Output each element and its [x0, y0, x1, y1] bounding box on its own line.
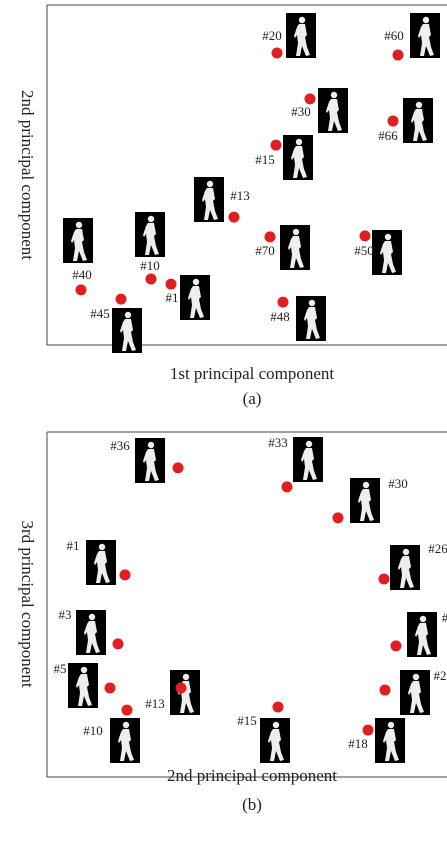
point — [387, 115, 399, 127]
silhouette — [375, 718, 405, 763]
point — [145, 273, 157, 285]
point — [115, 293, 127, 305]
silhouette — [86, 540, 116, 585]
point — [75, 284, 87, 296]
point-label: #10 — [83, 723, 103, 738]
panel: #36 #33 #30 #1 #26 #3 # #5 #13 #10 #15 #2 #18 2nd pri… — [18, 431, 447, 814]
silhouette — [372, 230, 402, 275]
point — [121, 704, 133, 716]
point-label: #48 — [270, 309, 290, 324]
silhouette — [286, 13, 316, 58]
point-label: #1 — [67, 538, 80, 553]
point — [304, 93, 316, 105]
silhouette — [296, 296, 326, 341]
point-label: #70 — [255, 243, 275, 258]
point-label: #66 — [378, 128, 398, 143]
axes-frame — [46, 5, 447, 346]
point-label: #5 — [54, 661, 67, 676]
silhouette — [400, 670, 430, 715]
caption: (b) — [242, 795, 262, 814]
point-label: #20 — [262, 28, 282, 43]
point-label: #26 — [428, 541, 447, 556]
x-axis-label: 1st principal component — [170, 364, 335, 383]
x-axis-label: 2nd principal component — [167, 766, 337, 785]
point — [228, 211, 240, 223]
silhouette — [180, 275, 210, 320]
panel: #20 #60 #30 #66 #15 #13 #70 #50 #10 #1 #40 #45 #48 1s… — [18, 4, 447, 408]
point-label: #40 — [72, 267, 92, 282]
silhouette — [280, 225, 310, 270]
caption: (a) — [243, 389, 262, 408]
point-label: #30 — [291, 104, 311, 119]
point-label: #1 — [166, 290, 179, 305]
silhouette — [135, 212, 165, 257]
silhouette — [170, 670, 200, 715]
point-label: #10 — [140, 258, 160, 273]
point — [175, 682, 187, 694]
point-label: #50 — [354, 243, 374, 258]
point-label: #33 — [268, 435, 288, 450]
point — [277, 296, 289, 308]
point — [332, 512, 344, 524]
y-axis-label: 2nd principal component — [18, 90, 37, 260]
point — [379, 684, 391, 696]
point — [359, 230, 371, 242]
silhouette — [350, 478, 380, 523]
point-label: #13 — [230, 188, 250, 203]
silhouette — [293, 437, 323, 482]
silhouette — [403, 98, 433, 143]
point-label: #13 — [145, 696, 165, 711]
silhouette — [68, 663, 98, 708]
point-label: #2 — [434, 668, 447, 683]
point — [270, 139, 282, 151]
point — [172, 462, 184, 474]
silhouette — [110, 718, 140, 763]
point-label: # — [442, 610, 447, 625]
silhouette — [76, 610, 106, 655]
point-label: #3 — [59, 607, 72, 622]
point — [392, 49, 404, 61]
silhouette — [390, 545, 420, 590]
silhouette — [135, 438, 165, 483]
point — [378, 573, 390, 585]
silhouette — [318, 88, 348, 133]
point — [390, 640, 402, 652]
point-label: #30 — [388, 476, 408, 491]
silhouette — [112, 308, 142, 353]
point — [112, 638, 124, 650]
axes-frame — [46, 432, 447, 778]
point — [271, 47, 283, 59]
point — [281, 481, 293, 493]
point — [165, 278, 177, 290]
point-label: #45 — [90, 306, 110, 321]
point-label: #15 — [255, 152, 275, 167]
silhouette — [194, 177, 224, 222]
silhouette — [283, 135, 313, 180]
point — [119, 569, 131, 581]
point-label: #60 — [384, 28, 404, 43]
y-axis-label: 3rd principal component — [18, 520, 37, 687]
point-label: #36 — [110, 438, 130, 453]
silhouette — [260, 718, 290, 763]
point — [272, 701, 284, 713]
silhouette — [407, 612, 437, 657]
silhouette — [63, 218, 93, 263]
point — [104, 682, 116, 694]
point — [362, 724, 374, 736]
silhouette — [410, 13, 440, 58]
point-label: #18 — [348, 736, 368, 751]
point-label: #15 — [237, 713, 257, 728]
point — [264, 231, 276, 243]
